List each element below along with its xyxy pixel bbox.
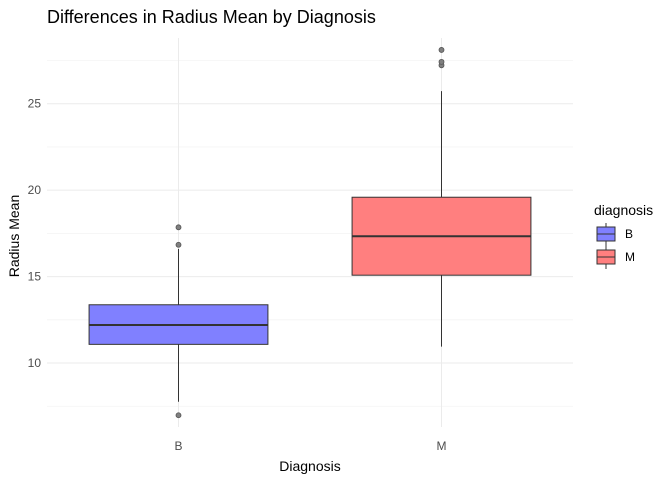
y-tick-label: 25 [28, 97, 42, 111]
chart-title: Differences in Radius Mean by Diagnosis [47, 7, 376, 27]
x-tick-label: M [437, 439, 447, 453]
outlier-point [438, 58, 445, 65]
y-tick-label: 10 [28, 356, 42, 370]
box-M [351, 47, 532, 347]
y-tick-label: 20 [28, 183, 42, 197]
outlier-point [175, 224, 182, 231]
x-tick-label: B [174, 439, 182, 453]
outlier-point [438, 47, 445, 53]
x-axis-title: Diagnosis [279, 458, 340, 474]
y-tick-labels: 10 15 20 25 [28, 97, 42, 370]
y-tick-label: 15 [28, 270, 42, 284]
boxes-layer [88, 47, 532, 419]
legend-label-B: B [625, 227, 633, 241]
outlier-point [175, 412, 182, 419]
legend-key-B [596, 223, 616, 246]
legend-key-M [596, 246, 616, 269]
box-B [88, 224, 269, 419]
outlier-point [175, 241, 182, 248]
legend: diagnosis BM [594, 202, 653, 269]
legend-title: diagnosis [594, 202, 653, 218]
y-axis-title: Radius Mean [6, 195, 22, 278]
legend-label-M: M [625, 250, 635, 264]
